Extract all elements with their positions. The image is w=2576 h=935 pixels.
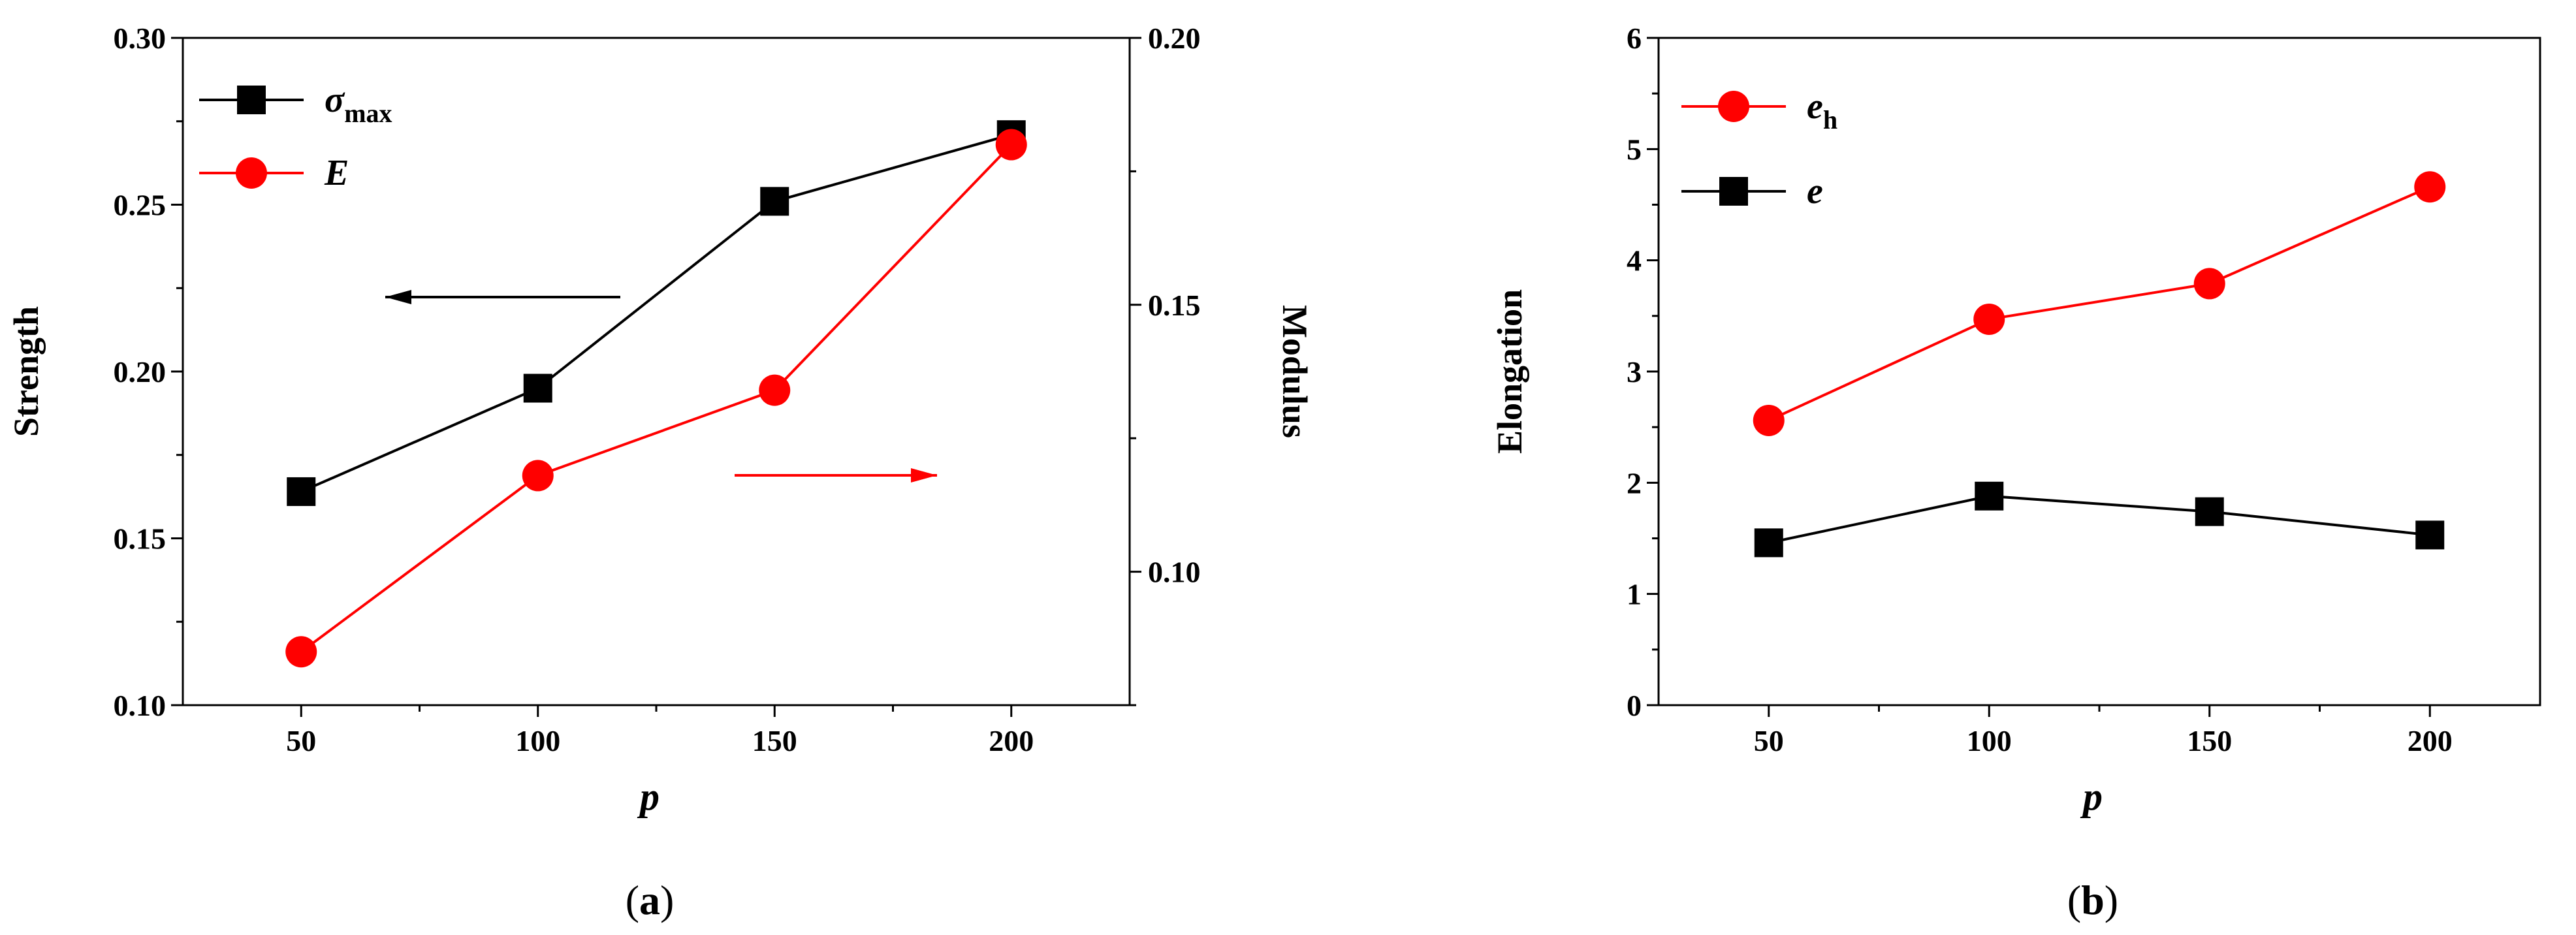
data-point-σmax [287, 477, 316, 506]
series-eh [1753, 171, 2446, 436]
data-point-e [2195, 497, 2224, 526]
legend-entry: E [199, 153, 349, 193]
legend-label: E [324, 153, 349, 193]
legend-label-main: σ [325, 80, 345, 120]
x-tick-label: 100 [515, 724, 560, 757]
x-axis-label: p [637, 775, 660, 818]
legend-label-sub: h [1823, 105, 1837, 135]
caption-paren-close: ) [2105, 877, 2118, 923]
chart-a: 50 100 150 200 0.10 0.15 0.20 0.25 0.30 0.10 0.15 0… [7, 22, 1314, 923]
arrow-left-axis-indicator-head [385, 290, 411, 304]
figure-caption: (a) [626, 877, 675, 923]
caption-letter: b [2081, 877, 2105, 923]
legend-label: e [1807, 171, 1823, 212]
series-σmax [287, 120, 1026, 506]
y-tick-label: 0.20 [114, 355, 167, 388]
y-tick-label: 4 [1627, 244, 1642, 277]
series-line-E [300, 144, 1013, 653]
data-point-eh [2414, 171, 2446, 203]
x-tick-label: 50 [286, 724, 316, 757]
y-tick-label: 0 [1627, 689, 1642, 722]
x-tick-label: 50 [1754, 724, 1784, 757]
arrow-right-axis-indicator [735, 468, 937, 483]
y-right-tick-label: 0.20 [1148, 22, 1201, 55]
data-point-eh [1973, 303, 2005, 335]
data-point-E [759, 374, 791, 406]
y-tick-label: 0.30 [114, 22, 167, 55]
legend-label-main: e [1807, 86, 1823, 127]
y-axis-label: Elongation [1490, 289, 1529, 454]
y-tick-label: 6 [1627, 22, 1642, 55]
legend-marker [1719, 177, 1748, 206]
x-axis-label: p [2080, 775, 2103, 818]
x-tick-label: 150 [2187, 724, 2232, 757]
y-right-axis-label: Modulus [1275, 305, 1314, 438]
data-point-e [2415, 520, 2445, 550]
legend-entry: eh [1681, 86, 1837, 135]
series-line-σmax [300, 133, 1012, 493]
legend-marker [237, 86, 266, 114]
y-tick-label: 2 [1627, 466, 1642, 499]
plot-frame [182, 37, 1131, 706]
arrow-left-axis-indicator [385, 290, 620, 304]
plot-frame [1657, 37, 2541, 706]
caption-paren-open: ( [2067, 877, 2081, 923]
y-tick-label: 1 [1627, 578, 1642, 611]
data-point-e [1975, 481, 2004, 511]
x-tick-label: 200 [989, 724, 1034, 757]
series-e [1754, 481, 2445, 558]
x-tick-label: 200 [2408, 724, 2453, 757]
y-tick-label: 0.25 [114, 189, 167, 222]
data-point-σmax [760, 187, 789, 216]
legend-label-sub: max [344, 99, 392, 128]
caption-letter: a [639, 877, 660, 923]
series-line-e [1768, 494, 2430, 545]
y-axis-label: Strength [7, 306, 46, 437]
legend-entry: e [1681, 171, 1823, 212]
y-tick-label: 5 [1627, 133, 1642, 166]
y-right-tick-label: 0.15 [1148, 289, 1201, 322]
data-point-E [995, 129, 1027, 161]
y-right-tick-label: 0.10 [1148, 556, 1201, 589]
legend-label-main: e [1807, 171, 1823, 212]
series-line-eh [1768, 185, 2431, 422]
data-point-e [1754, 528, 1783, 558]
legend-label: σmax [325, 80, 392, 128]
caption-paren-close: ) [660, 877, 674, 923]
x-tick-label: 100 [1967, 724, 2012, 757]
legend-marker [1718, 91, 1749, 122]
legend-marker [236, 157, 267, 189]
arrow-right-axis-indicator-head [911, 468, 937, 483]
data-point-E [285, 636, 317, 668]
legend-entry: σmax [199, 80, 392, 128]
y-tick-label: 0.10 [114, 689, 167, 722]
y-tick-label: 3 [1627, 355, 1642, 388]
data-point-eh [2193, 268, 2225, 300]
caption-paren-open: ( [626, 877, 639, 923]
y-tick-label: 0.15 [114, 522, 167, 556]
legend-label-main: E [324, 153, 349, 193]
data-point-eh [1753, 404, 1785, 436]
data-point-E [522, 460, 554, 492]
x-tick-label: 150 [752, 724, 797, 757]
figure-caption: (b) [2067, 877, 2118, 923]
series-E [285, 129, 1027, 668]
data-point-σmax [523, 373, 552, 403]
legend-label: eh [1807, 86, 1837, 135]
